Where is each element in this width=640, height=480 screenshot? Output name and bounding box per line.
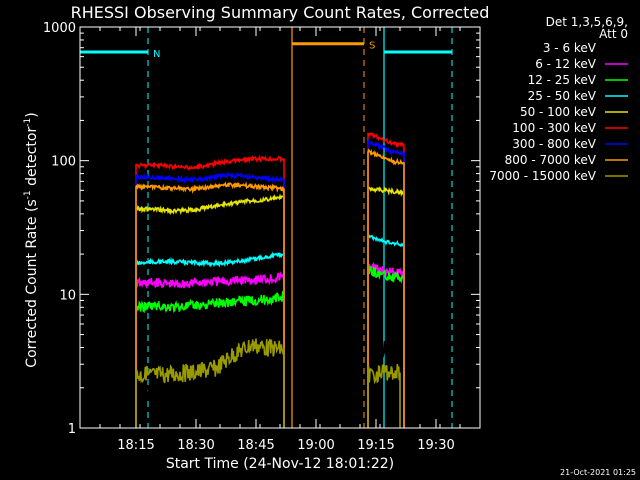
- legend: Det 1,3,5,6,9,Att 03 - 6 keV 6 - 12 keV 12…: [489, 15, 628, 183]
- series-line: [135, 290, 285, 428]
- legend-entry: 300 - 800 keV: [512, 137, 596, 151]
- chart-title: RHESSI Observing Summary Count Rates, Co…: [71, 3, 490, 22]
- series-line: [367, 233, 405, 428]
- series-line: [135, 181, 285, 428]
- series-line: [367, 363, 401, 428]
- legend-entry: 3 - 6 keV: [543, 41, 597, 55]
- x-axis-label: Start Time (24-Nov-12 18:01:22): [166, 456, 394, 472]
- x-tick-label: 18:45: [237, 438, 274, 453]
- y-axis-label-part-2: detector: [24, 127, 40, 191]
- series-line: [367, 132, 405, 428]
- y-tick-label: 10: [59, 288, 76, 303]
- legend-entry: 800 - 7000 keV: [505, 153, 597, 167]
- x-tick-label: 18:30: [177, 438, 214, 453]
- x-tick-label: 19:30: [417, 438, 454, 453]
- legend-entry: 7000 - 15000 keV: [489, 169, 596, 183]
- flag-label: S: [369, 41, 375, 52]
- series-line: [135, 332, 285, 428]
- flag-bars: NS: [80, 27, 453, 428]
- plot-axes: 1 10 100 1000 18:15 18:30 18:45 19:00 19:15 19:30: [43, 21, 481, 453]
- y-axis-label-part-3: ): [24, 112, 40, 117]
- y-tick-label: 1: [68, 422, 76, 437]
- series-line: [135, 193, 285, 428]
- series-line: [367, 333, 401, 428]
- y-axis-label-part-1: Corrected Count Rate (s: [24, 199, 40, 367]
- series-line: [367, 266, 405, 428]
- legend-entry: 50 - 100 keV: [520, 105, 597, 119]
- flag-label: N: [153, 49, 160, 60]
- y-axis-label-sup-2: -1: [23, 118, 33, 127]
- series-line: [367, 148, 405, 428]
- series-line: [367, 261, 405, 428]
- legend-entry: 25 - 50 keV: [528, 89, 597, 103]
- series-line: [135, 251, 285, 428]
- x-tick-label: 18:15: [117, 438, 154, 453]
- series-line: [135, 154, 285, 428]
- y-tick-label: 1000: [43, 21, 76, 36]
- y-tick-label: 100: [51, 155, 76, 170]
- plot-border: [79, 26, 481, 429]
- plot-frame: [79, 26, 481, 429]
- x-tick-label: 19:15: [357, 438, 394, 453]
- x-tick-label: 19:00: [297, 438, 334, 453]
- y-axis-label: Corrected Count Rate (s-1 detector-1): [23, 112, 40, 367]
- legend-entry: 6 - 12 keV: [535, 57, 597, 71]
- series-line: [367, 185, 405, 428]
- legend-entry: 100 - 300 keV: [512, 121, 596, 135]
- series-line: [367, 138, 405, 428]
- footer-timestamp: 21-Oct-2021 01:25: [560, 468, 636, 477]
- legend-header: Det 1,3,5,6,9,: [546, 15, 628, 29]
- series-line: [135, 270, 285, 428]
- series-line: [135, 170, 285, 428]
- series-line: [135, 338, 285, 428]
- y-axis-label-sup-1: -1: [23, 190, 33, 199]
- legend-entry: 12 - 25 keV: [528, 73, 597, 87]
- series-lines: [135, 132, 405, 428]
- legend-header: Att 0: [599, 27, 628, 41]
